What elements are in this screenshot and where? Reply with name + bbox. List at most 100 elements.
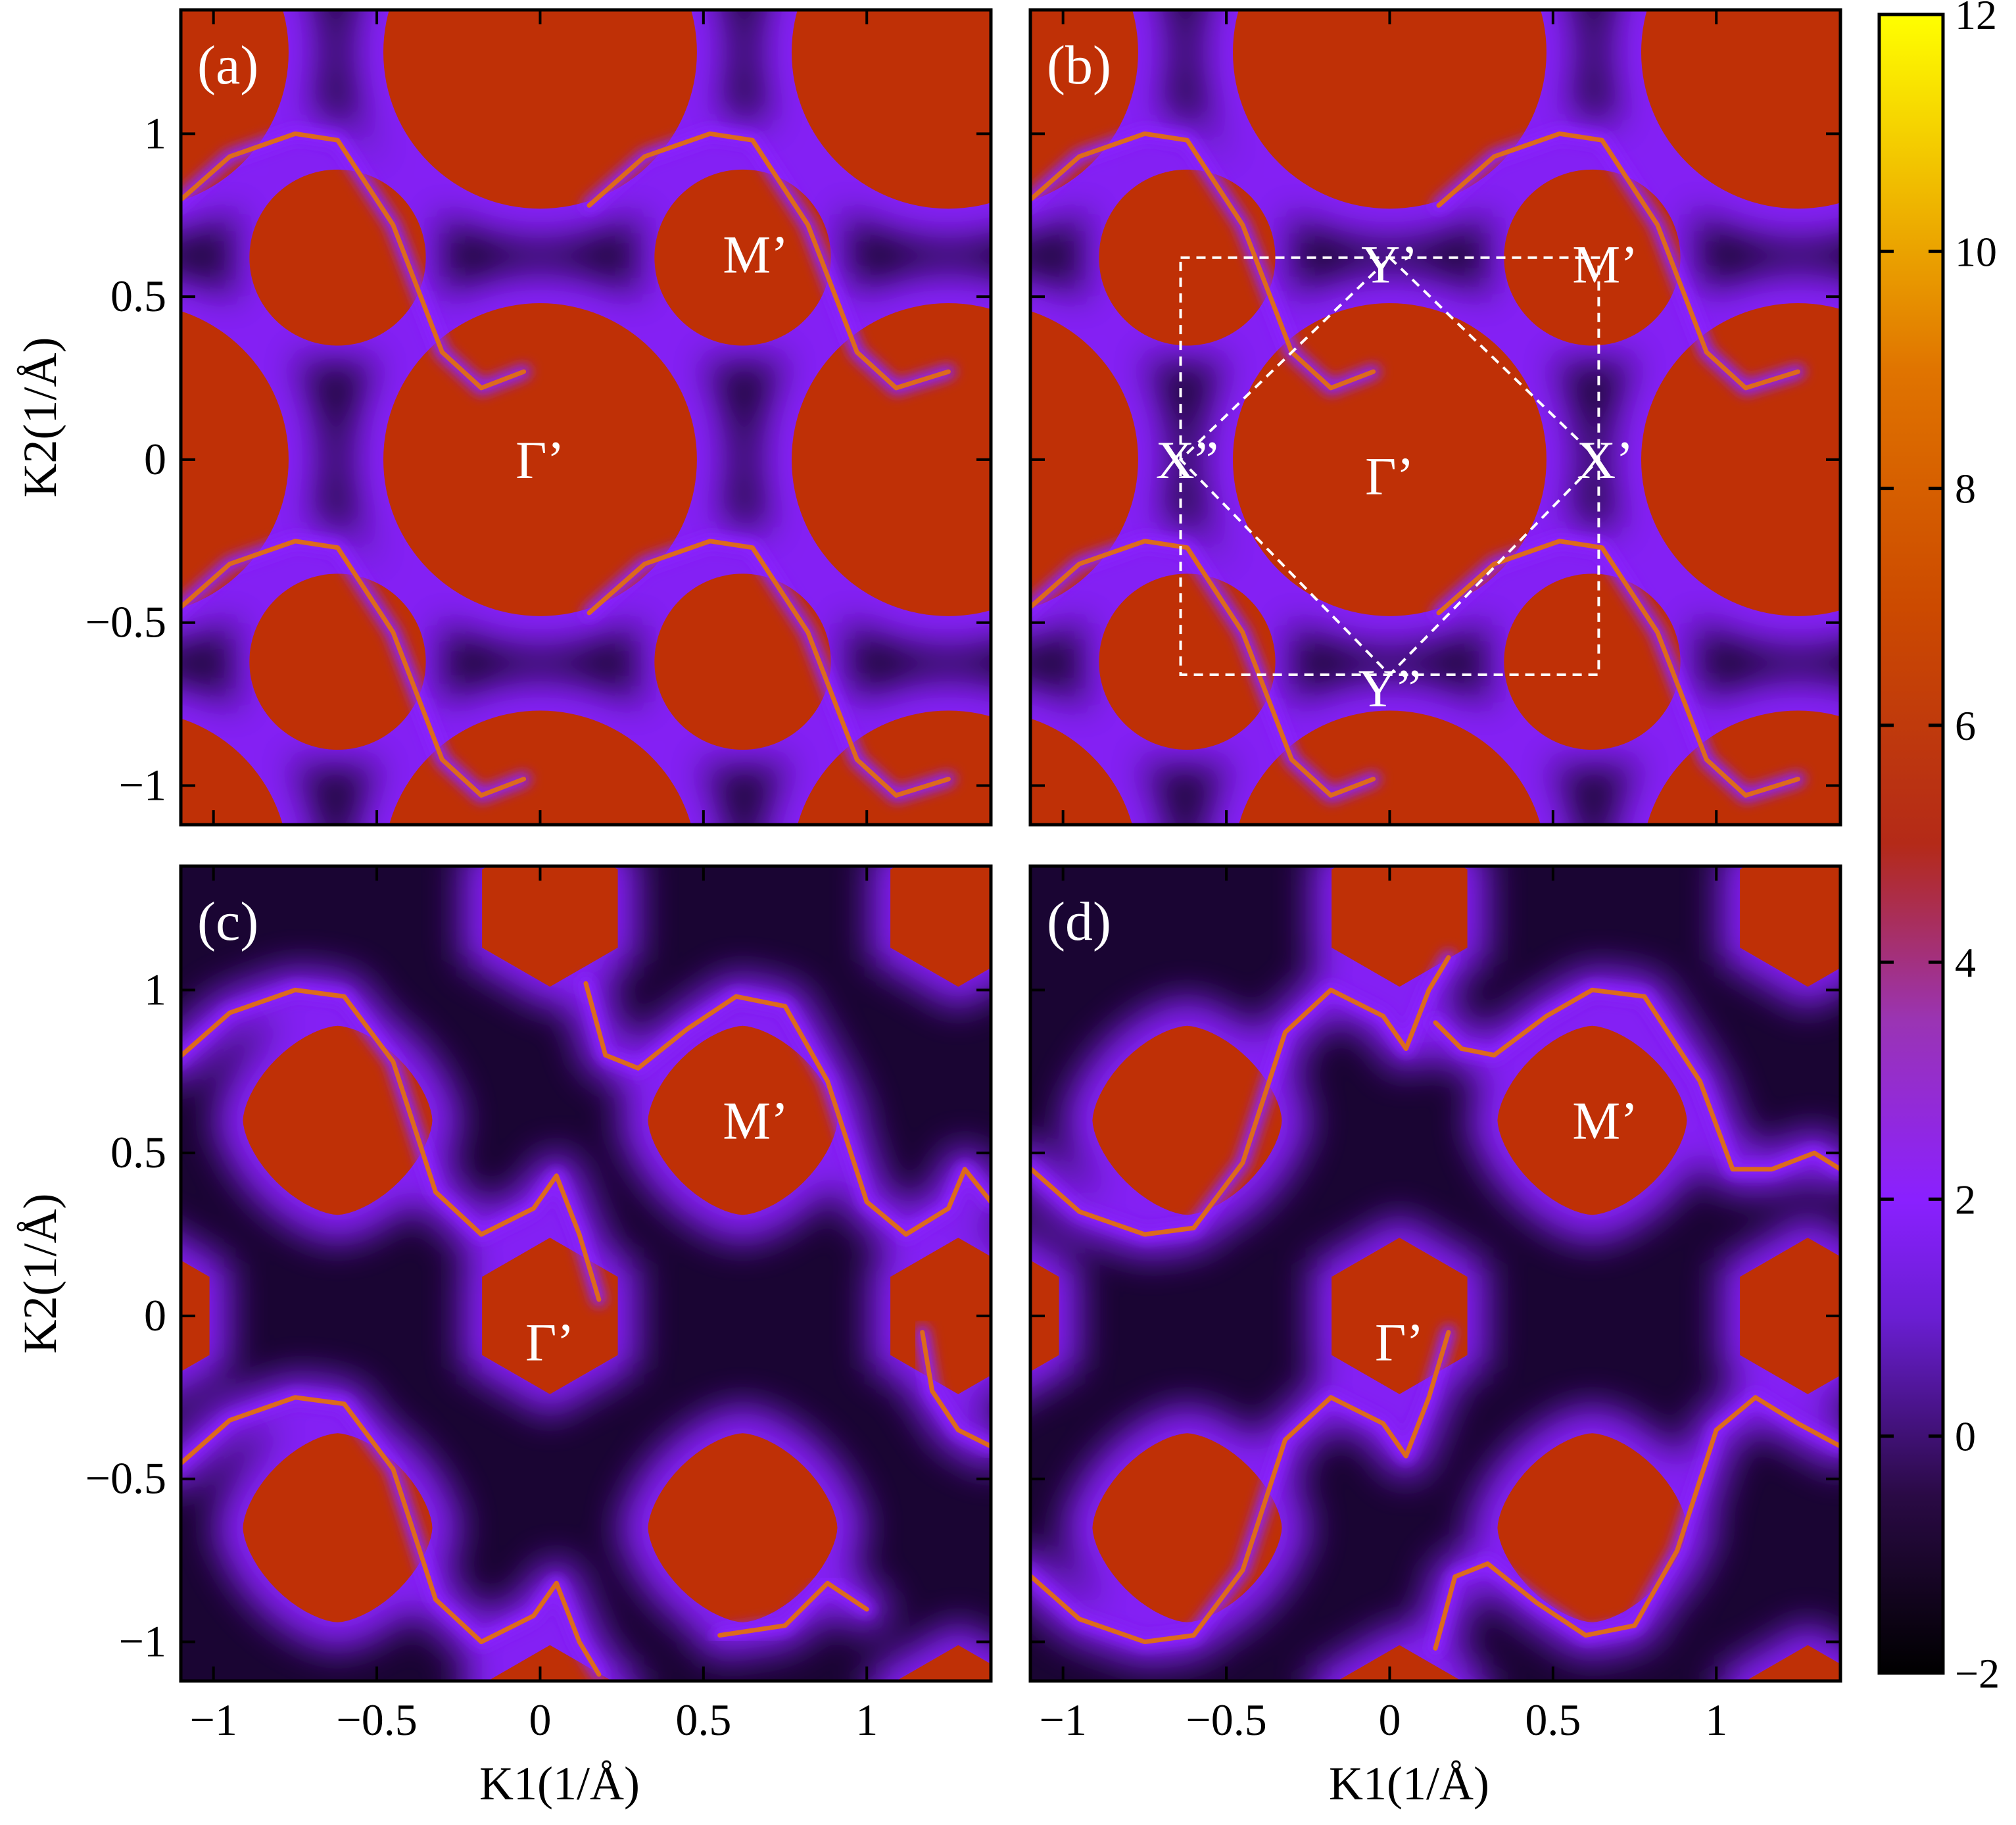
symmetry-point-label: Γ’	[1375, 1313, 1424, 1373]
heatmap-area	[1030, 866, 1840, 1681]
pocket-1	[1497, 1025, 1687, 1215]
pocket-8	[1030, 718, 1132, 825]
pocket-3	[1233, 10, 1547, 209]
arc-0	[1030, 131, 1376, 391]
pocket-10	[654, 169, 831, 346]
arc-1	[1436, 131, 1800, 391]
pocket-2	[181, 310, 289, 608]
y-tick-label: 1	[144, 108, 166, 158]
symmetry-point-label: M’	[1572, 235, 1638, 295]
colorbar-tick-label: 12	[1955, 0, 1997, 38]
arc-1	[587, 131, 951, 391]
arc-2	[1030, 1330, 1451, 1644]
panel-d: M’ Γ’ (d) −1 −0.5 0 0.5 1 K1(1/Å)	[1028, 864, 1842, 1810]
y-tick-label: −0.5	[85, 597, 166, 647]
pocket-0	[1233, 303, 1547, 616]
arc-0	[181, 131, 527, 391]
bz-dashed-0	[1179, 256, 1600, 676]
symmetry-point-label: Γ’	[516, 430, 565, 490]
colorbar-tick-label: 0	[1955, 1413, 1976, 1460]
colorbar-frame	[1877, 12, 1945, 1675]
panel-frame	[179, 8, 993, 827]
arc-0	[1030, 955, 1451, 1237]
panel-b: M’ Γ’ Y’ Y” X’ X” (b)	[1028, 8, 1842, 827]
pocket-3	[648, 1433, 838, 1622]
pocket-12	[1504, 573, 1681, 750]
y-tick-label: −1	[119, 1617, 166, 1667]
pocket-4	[1332, 1238, 1468, 1394]
x-tick-label: −0.5	[336, 1695, 417, 1745]
pocket-8	[1740, 866, 1840, 987]
pocket-5	[1740, 1238, 1840, 1394]
pocket-9	[1337, 1645, 1462, 1681]
pocket-6	[389, 710, 691, 825]
panel-tag: (c)	[197, 891, 258, 952]
symmetry-point-label: Γ’	[1365, 447, 1414, 506]
pocket-4	[482, 1238, 618, 1394]
arc-3	[920, 1330, 991, 1449]
heatmap-area	[181, 866, 991, 1681]
symmetry-point-label: Y”	[1358, 658, 1422, 718]
x-tick-label: 0	[1378, 1695, 1401, 1745]
panel-tag: (a)	[197, 35, 258, 96]
pocket-3	[383, 10, 697, 209]
arc-2	[181, 1395, 602, 1677]
panel-a: M’ Γ’ (a) −1 −0.5 0 0.5 1 K2(1/Å)	[14, 8, 993, 827]
panel-tag: (d)	[1047, 891, 1111, 952]
panel-tag: (b)	[1047, 35, 1111, 96]
pocket-1	[648, 1025, 838, 1215]
pocket-4	[792, 10, 991, 209]
x-tick-label: 0.5	[675, 1695, 731, 1745]
pocket-10	[1745, 1645, 1840, 1681]
pocket-4	[1641, 10, 1840, 209]
arc-3	[1436, 539, 1800, 798]
colorbar-tick-label: 10	[1955, 228, 1997, 275]
pocket-12	[654, 573, 831, 750]
x-tick-label: −0.5	[1186, 1695, 1266, 1745]
arc-1	[1433, 987, 1840, 1172]
pocket-3	[1497, 1433, 1687, 1622]
symmetry-point-label: Y’	[1361, 235, 1418, 295]
panel-frame	[1028, 864, 1842, 1683]
y-tick-label: −1	[119, 760, 166, 810]
colorbar-tick-label: 8	[1955, 466, 1976, 512]
arc-4	[717, 1580, 869, 1638]
y-tick-label: 0.5	[110, 1127, 166, 1177]
colorbar: 12 10 8 6 4 2 0 −2	[1877, 0, 2000, 1697]
symmetry-point-label: Γ’	[525, 1313, 575, 1373]
pocket-5	[890, 1238, 991, 1394]
x-tick-label: 1	[855, 1695, 878, 1745]
arc-3	[587, 539, 951, 798]
colorbar-tick-label: 6	[1955, 702, 1976, 749]
pocket-9	[487, 1645, 612, 1681]
pocket-7	[482, 866, 618, 987]
x-axis-title: K1(1/Å)	[479, 1757, 640, 1810]
pocket-7	[1646, 710, 1840, 825]
y-tick-label: 1	[144, 964, 166, 1014]
pocket-7	[797, 710, 991, 825]
colorbar-tick-label: 2	[1955, 1176, 1976, 1223]
x-tick-label: −1	[189, 1695, 237, 1745]
arc-2	[1030, 539, 1376, 798]
pocket-6	[1238, 710, 1541, 825]
x-tick-label: 1	[1705, 1695, 1727, 1745]
heatmap-area	[181, 10, 991, 825]
symmetry-point-label: M’	[723, 225, 788, 285]
arc-3	[1433, 1395, 1840, 1651]
pocket-2	[1030, 310, 1138, 608]
pocket-5	[1030, 10, 1138, 201]
panel-c: M’ Γ’ (c) −1 −0.5 0 0.5 1 K2(1/Å) −1 −0.5 0 0.5 1 K1(1…	[14, 864, 993, 1810]
pocket-8	[181, 718, 283, 825]
x-tick-label: −1	[1039, 1695, 1086, 1745]
heatmap-area	[1030, 10, 1840, 825]
y-axis-title: K2(1/Å)	[14, 337, 66, 498]
symmetry-point-label: X’	[1577, 430, 1634, 490]
pocket-0	[383, 303, 697, 616]
bz-dashed-1	[1178, 255, 1601, 677]
colorbar-tick-label: 4	[1955, 939, 1976, 986]
arc-2	[181, 539, 527, 798]
y-axis-title: K2(1/Å)	[14, 1194, 66, 1354]
x-tick-label: 0	[529, 1695, 551, 1745]
x-axis-title: K1(1/Å)	[1329, 1757, 1489, 1810]
